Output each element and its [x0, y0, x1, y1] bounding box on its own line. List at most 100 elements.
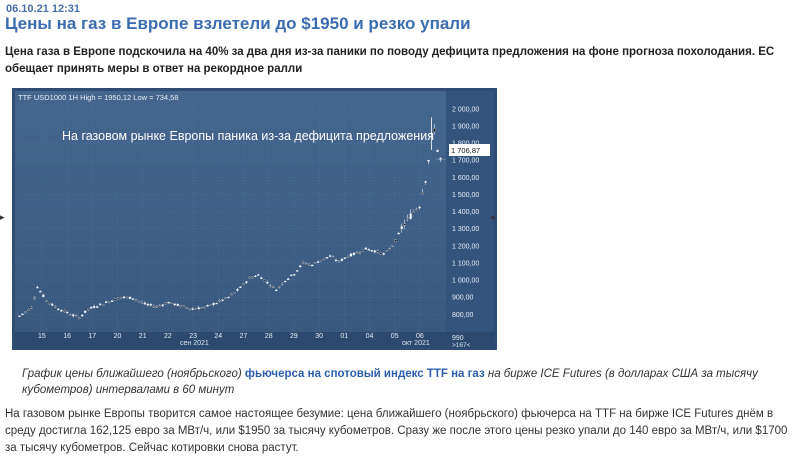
- candle-body: [263, 279, 266, 282]
- candle-body: [358, 252, 362, 254]
- x-tick-label: 21: [139, 333, 147, 340]
- candle-body: [278, 285, 281, 288]
- candle-body: [125, 296, 129, 299]
- candle-body: [90, 306, 93, 309]
- month-label-sep: сен 2021: [180, 340, 209, 347]
- candle-body: [212, 303, 215, 305]
- y-tick-label: 1 000,00: [452, 278, 479, 285]
- candle-body: [170, 302, 173, 304]
- candle-body: [355, 252, 359, 254]
- caption-text-pre: График цены ближайшего (ноябрьского): [22, 368, 245, 380]
- candle-body: [284, 280, 287, 283]
- candle-body: [33, 297, 36, 300]
- month-label-oct: окт 2021: [402, 340, 430, 347]
- candle-body: [131, 298, 135, 300]
- candle-body: [57, 308, 60, 311]
- candle-body: [391, 245, 394, 247]
- candle-body: [54, 306, 57, 308]
- triangle-right-icon[interactable]: ▸: [0, 212, 5, 222]
- candle-body: [302, 261, 305, 264]
- candle-body: [48, 302, 51, 305]
- candle-body: [248, 277, 251, 279]
- candle-body: [379, 252, 382, 255]
- x-tick-label: 23: [189, 333, 197, 340]
- candle-body: [346, 256, 350, 258]
- candle-body: [367, 249, 370, 251]
- article-date: 06.10.21 12:31: [6, 3, 81, 15]
- candle-body: [215, 302, 218, 305]
- candle-body: [45, 300, 48, 302]
- y-tick-label: 1 300,00: [452, 226, 479, 233]
- candle-body: [122, 296, 126, 298]
- candle-body: [352, 252, 356, 255]
- candle-body: [167, 302, 170, 304]
- candle-body: [370, 250, 373, 252]
- candle-body: [203, 306, 206, 309]
- x-tick-label: 22: [164, 333, 172, 340]
- y-tick-label: 1 100,00: [452, 260, 479, 267]
- candle-body: [221, 299, 224, 301]
- caption-link[interactable]: фьючерса на спотовый индекс TTF на газ: [244, 368, 485, 380]
- candle-body: [242, 283, 245, 286]
- plot-area: [15, 91, 446, 332]
- candle-body: [188, 308, 191, 310]
- y-tick-label: 1 500,00: [452, 192, 479, 199]
- footer-interval: 990: [452, 335, 464, 342]
- candle-body: [72, 314, 75, 317]
- candle-body: [236, 288, 239, 291]
- candle-body: [325, 257, 329, 259]
- x-axis-panel: [15, 332, 494, 348]
- last-price-value: 1 706,87: [451, 146, 480, 155]
- candle-body: [179, 305, 182, 308]
- candle-body: [394, 239, 397, 243]
- triangle-left-icon[interactable]: ◂: [490, 212, 495, 222]
- candle-body: [173, 303, 176, 306]
- candle-body: [397, 232, 400, 235]
- x-tick-label: 04: [366, 333, 374, 340]
- candle-body: [433, 128, 436, 132]
- candle-body: [104, 301, 108, 303]
- candle-body: [149, 303, 153, 306]
- candle-body: [439, 157, 442, 160]
- candle-body: [24, 311, 27, 313]
- candle-body: [337, 260, 341, 262]
- candle-body: [427, 159, 430, 162]
- candle-body: [245, 281, 248, 283]
- candle-body: [361, 249, 365, 252]
- y-tick-label: 800,00: [452, 312, 474, 319]
- x-tick-label: 29: [290, 333, 298, 340]
- article-title[interactable]: Цены на газ в Европе взлетели до $1950 и…: [5, 14, 471, 33]
- candle-body: [134, 299, 138, 301]
- candle-body: [400, 226, 403, 230]
- candle-body: [191, 308, 194, 310]
- candle-body: [113, 298, 117, 301]
- candle-body: [78, 317, 81, 320]
- candle-body: [194, 308, 197, 310]
- candle-body: [36, 286, 39, 289]
- candle-body: [92, 306, 96, 308]
- candle-body: [418, 206, 421, 209]
- candle-body: [316, 261, 320, 263]
- candle-body: [98, 303, 102, 305]
- candle-body: [254, 275, 257, 278]
- candle-body: [69, 314, 72, 317]
- candle-body: [313, 262, 317, 264]
- candle-body: [197, 307, 200, 310]
- candle-body: [287, 278, 290, 280]
- candle-body: [152, 305, 156, 308]
- x-tick-label: 15: [38, 333, 46, 340]
- candle-body: [200, 307, 203, 309]
- candle-body: [143, 302, 147, 305]
- chart-header: TTF USD1000 1H High = 1950,12 Low = 734,…: [18, 93, 179, 102]
- candle-body: [403, 223, 406, 226]
- candle-body: [290, 274, 293, 276]
- candle-body: [319, 259, 323, 262]
- candle-body: [137, 300, 141, 303]
- chart-annotation: На газовом рынке Европы паника из-за деф…: [62, 129, 434, 143]
- candle-body: [140, 301, 144, 304]
- candle-body: [176, 304, 179, 306]
- candle-body: [66, 311, 69, 314]
- candle-body: [406, 217, 409, 219]
- candle-body: [185, 307, 188, 309]
- x-tick-label: 28: [265, 333, 273, 340]
